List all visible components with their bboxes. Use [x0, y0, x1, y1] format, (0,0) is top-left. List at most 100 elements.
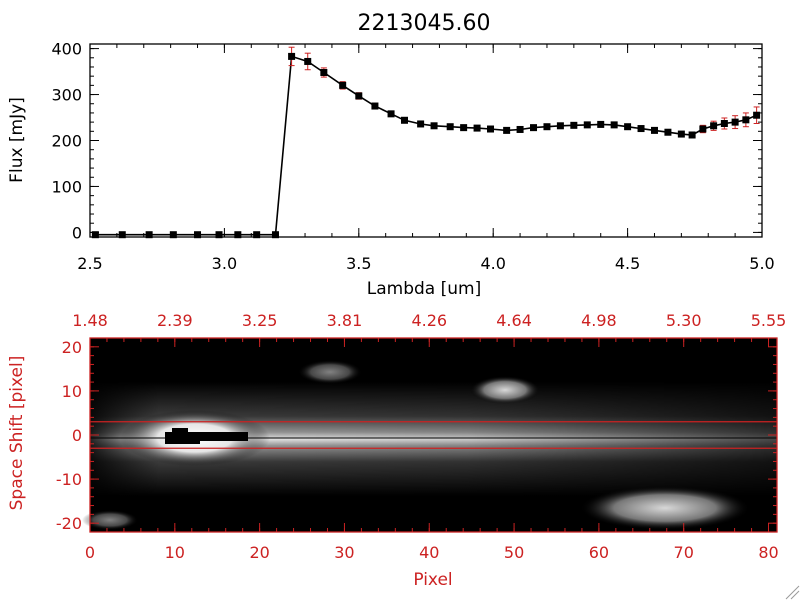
heatmap-x-tick-label: 10 [165, 543, 185, 562]
heatmap-masked-region [165, 428, 248, 444]
spectrum-y-tick-label: 0 [72, 223, 82, 242]
heatmap-y-tick-label: -10 [56, 470, 82, 489]
heatmap-x-tick-label: 80 [758, 543, 778, 562]
heatmap-y-tick-label: 0 [72, 426, 82, 445]
spectrum-data-point [271, 231, 279, 239]
spectrum-line [95, 55, 757, 236]
heatmap-blob-lower-left [82, 510, 138, 530]
spectrum-x-tick-label: 3.0 [212, 254, 237, 273]
spectrum-y-tick-label: 300 [51, 86, 82, 105]
spectrum-x-tick-label: 4.0 [480, 254, 505, 273]
spectrum-data-point [446, 123, 454, 131]
spectrum-data-point [460, 124, 468, 132]
spectrum-data-point [194, 231, 202, 239]
spectrum-data-point [556, 122, 564, 130]
heatmap-top-tick-label: 1.48 [72, 311, 108, 330]
spectrum-data-point [430, 122, 438, 130]
spectrum-data-point [530, 124, 538, 132]
heatmap-top-tick-label: 3.25 [242, 311, 278, 330]
spectrum-data-point [583, 121, 591, 129]
heatmap-top-tick-label: 3.81 [327, 311, 363, 330]
spectrum-data-point [637, 125, 645, 133]
spectrum-data-point [543, 123, 551, 131]
heatmap-blob-upper-left [298, 360, 362, 384]
spectrum-data-point [234, 231, 242, 239]
spectrum-data-point [169, 231, 177, 239]
heatmap-y-tick-label: 10 [62, 382, 82, 401]
spectrum-plot: 2.5 3.0 3.5 4.0 4.5 5.0 0 100 200 300 400 [51, 40, 774, 273]
spatial-profile-plot: 0 10 20 30 40 50 60 70 80 1.48 2.39 3.25 3.81 4.26 4.… [56, 311, 786, 562]
spectrum-data-point [742, 116, 750, 124]
spectrum-data-point [699, 125, 707, 133]
heatmap-x-tick-label: 20 [249, 543, 269, 562]
spectrum-y-tick-label: 100 [51, 177, 82, 196]
heatmap-y-tick-label: -20 [56, 514, 82, 533]
spectrum-data-point [720, 119, 728, 127]
spectrum-data-point [710, 122, 718, 130]
resize-grip-icon[interactable] [785, 585, 800, 600]
spectrum-data-point [570, 121, 578, 129]
spectrum-data-point [610, 121, 618, 129]
heatmap-x-tick-label: 50 [504, 543, 524, 562]
chart-title: 2213045.60 [358, 11, 491, 36]
spectrum-data-point [215, 231, 223, 239]
heatmap-top-tick-label: 5.30 [666, 311, 702, 330]
heatmap-y-axis-label: Space Shift [pixel] [7, 356, 27, 511]
heatmap-x-tick-label: 70 [674, 543, 694, 562]
heatmap-top-wavelength-ticks: 1.48 2.39 3.25 3.81 4.26 4.64 4.98 5.30 5.55 [72, 311, 786, 347]
spectrum-data-point [503, 126, 511, 134]
spectrum-y-tick-label: 400 [51, 40, 82, 59]
spectrum-data-point [400, 116, 408, 124]
spectrum-data-point [688, 131, 696, 139]
heatmap-x-axis-label: Pixel [413, 570, 452, 590]
spectrum-series [91, 46, 761, 239]
spectrum-y-axis-label: Flux [mJy] [7, 97, 27, 183]
spectrum-data-point [417, 120, 425, 128]
spectrum-data-point [677, 130, 685, 138]
spectrum-data-point [91, 231, 99, 239]
heatmap-top-tick-label: 4.26 [411, 311, 447, 330]
heatmap-y-tick-label: 20 [62, 338, 82, 357]
spectrum-data-point [624, 123, 632, 131]
spectrum-plot-frame [89, 43, 763, 238]
heatmap-x-tick-label: 0 [85, 543, 95, 562]
spectrum-x-tick-label: 3.5 [346, 254, 371, 273]
spectrum-data-point [487, 125, 495, 133]
heatmap-x-tick-label: 30 [334, 543, 354, 562]
spectrum-x-tick-label: 5.0 [749, 254, 774, 273]
heatmap-top-tick-label: 2.39 [157, 311, 193, 330]
heatmap-x-tick-label: 60 [589, 543, 609, 562]
heatmap-top-tick-label: 4.98 [581, 311, 617, 330]
heatmap-y-ticks: -20 -10 0 10 20 [56, 337, 777, 533]
spectrum-data-point [253, 231, 261, 239]
spectrum-data-point [597, 120, 605, 128]
spectrum-data-point [650, 126, 658, 134]
spectrum-x-axis-label: Lambda [um] [367, 279, 481, 299]
spectrum-data-point [339, 81, 347, 89]
extraction-window-lines [90, 421, 777, 449]
heatmap-top-tick-label: 4.64 [496, 311, 532, 330]
heatmap-x-tick-label: 40 [419, 543, 439, 562]
spectrum-data-point [473, 124, 481, 132]
spectrum-data-point [145, 231, 153, 239]
spectrum-y-tick-label: 200 [51, 132, 82, 151]
spectrum-x-tick-label: 4.5 [615, 254, 640, 273]
spectrum-data-point [320, 68, 328, 76]
spectrum-data-point [288, 52, 296, 60]
spectrum-data-point [753, 111, 761, 119]
spectrum-data-point [371, 102, 379, 110]
spectrum-data-point [304, 57, 312, 65]
spectrum-data-point [731, 118, 739, 126]
spectrum-data-point [355, 92, 363, 100]
heatmap-blob-upper [470, 376, 540, 404]
spectrum-data-point [118, 231, 126, 239]
heatmap-blob-lower-right [580, 486, 750, 530]
spectrum-x-tick-label: 2.5 [77, 254, 102, 273]
spectrum-y-ticks: 0 100 200 300 400 [51, 40, 762, 242]
spectrum-data-point [387, 110, 395, 118]
heatmap-x-ticks: 0 10 20 30 40 50 60 70 80 [85, 523, 779, 562]
spectrum-data-point [664, 128, 672, 136]
spectrum-data-point [516, 125, 524, 133]
spectrum-x-ticks: 2.5 3.0 3.5 4.0 4.5 5.0 [77, 44, 775, 273]
